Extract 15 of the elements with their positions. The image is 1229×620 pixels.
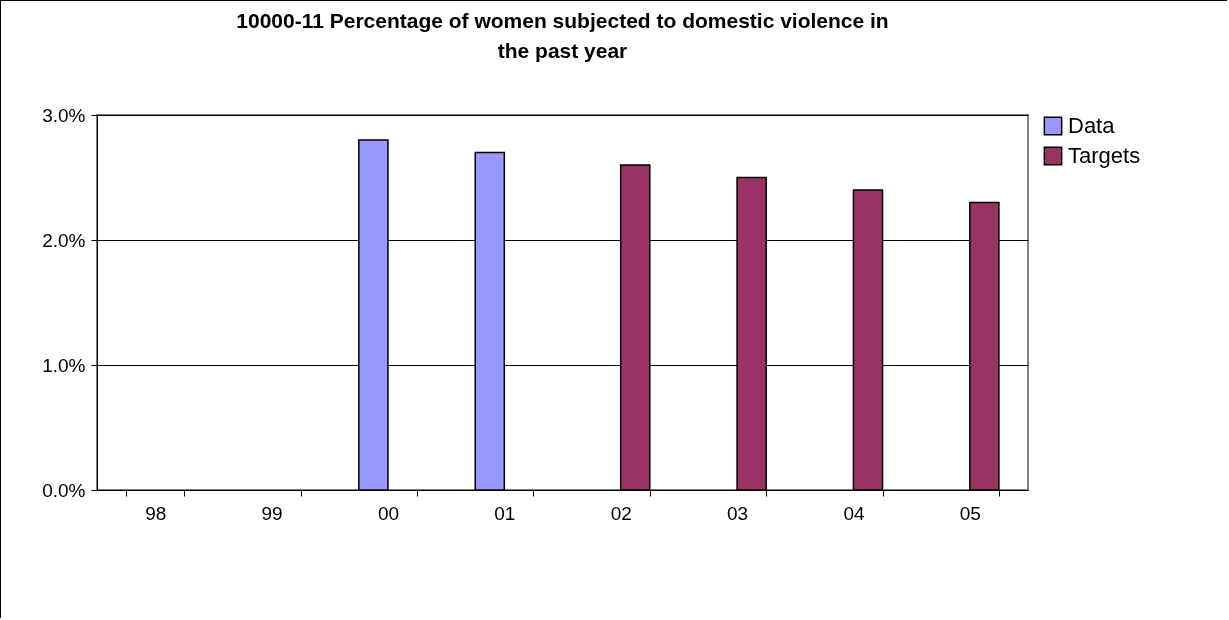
x-tick-label: 01 <box>494 502 516 524</box>
x-tick-label: 98 <box>145 502 167 524</box>
y-tick-label: 2.0% <box>42 229 86 251</box>
x-tick-label: 00 <box>377 502 400 524</box>
x-tick-label: 05 <box>959 502 981 524</box>
x-tick-label: 03 <box>726 502 749 524</box>
y-tick-label: 0.0% <box>42 479 86 501</box>
x-tick-label: 04 <box>843 502 865 524</box>
chart-title: 10000-11 Percentage of women subjected to domestic violence in the past year <box>236 9 889 62</box>
y-tick-label: 1.0% <box>42 354 86 376</box>
y-tick-label: 3.0% <box>42 104 86 126</box>
x-tick-label: 99 <box>261 502 283 524</box>
x-tick-label: 02 <box>610 502 632 524</box>
legend-label: Targets <box>1068 143 1141 168</box>
legend-label: Data <box>1068 113 1116 138</box>
